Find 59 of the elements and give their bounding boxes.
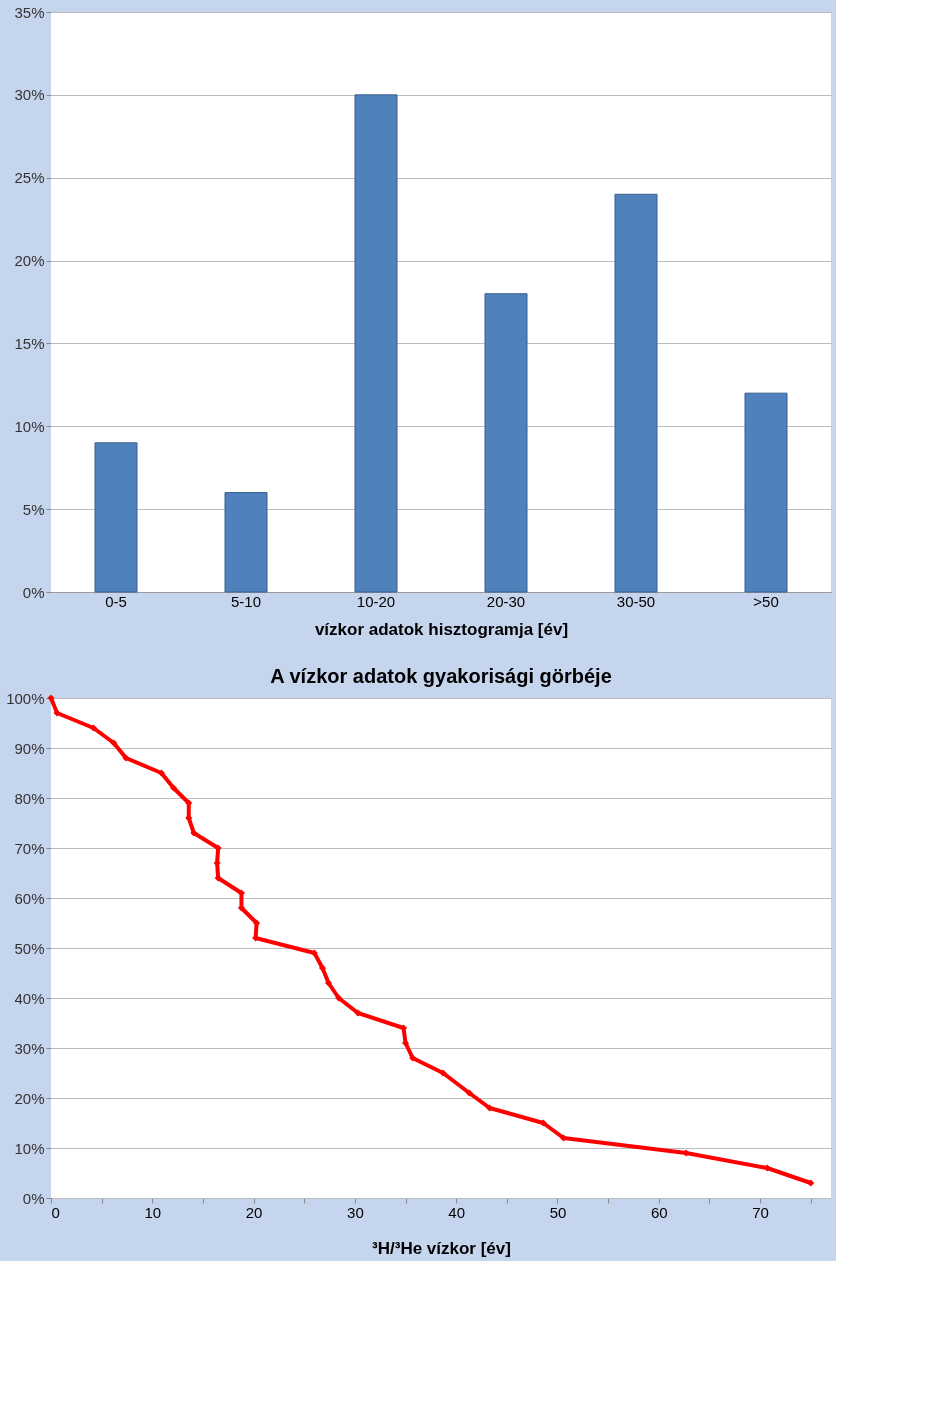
point	[90, 724, 98, 732]
x-tick-label: 10-20	[356, 592, 396, 610]
bar	[614, 193, 658, 593]
x-tick-label: 70	[752, 1203, 769, 1221]
bar	[224, 492, 268, 593]
bar	[94, 442, 138, 593]
point	[354, 1009, 362, 1017]
point	[122, 754, 130, 762]
y-tick-label: 60%	[14, 889, 45, 907]
y-tick-label: 30%	[14, 1039, 45, 1057]
bar	[484, 293, 528, 593]
point	[439, 1069, 447, 1077]
y-tick-label: 50%	[14, 939, 45, 957]
point	[325, 979, 333, 987]
point	[170, 784, 178, 792]
bar	[744, 392, 788, 593]
x-axis-title: vízkor adatok hisztogramja [év]	[314, 619, 569, 639]
point	[807, 1179, 815, 1187]
x-tick-label: 0-5	[105, 592, 127, 610]
y-tick-label: 100%	[6, 689, 45, 707]
x-tick-label: 40	[448, 1203, 466, 1221]
y-tick-label: 70%	[14, 839, 45, 857]
point	[409, 1054, 417, 1062]
x-tick-label: >50	[753, 592, 779, 610]
chart-title: A vízkor adatok gyakorisági görbéje	[270, 665, 612, 687]
point	[190, 829, 198, 837]
point	[318, 964, 327, 972]
y-tick-label: 0%	[22, 1189, 45, 1207]
y-tick-label: 40%	[14, 989, 45, 1007]
y-tick-label: 30%	[14, 86, 45, 104]
x-axis-title: ³H/³He vízkor [év]	[372, 1238, 511, 1258]
x-tick-label: 30	[347, 1203, 364, 1221]
point	[157, 769, 165, 777]
y-tick-label: 20%	[14, 1089, 45, 1107]
x-tick-label: 10	[144, 1203, 162, 1221]
y-tick-label: 15%	[14, 334, 45, 352]
y-tick-label: 20%	[14, 252, 45, 270]
x-tick-label: 30-50	[616, 592, 656, 610]
x-tick-label: 20	[245, 1203, 263, 1221]
y-tick-label: 35%	[14, 3, 45, 21]
x-tick-label: 20-30	[486, 592, 526, 610]
y-tick-label: 5%	[22, 500, 45, 518]
point	[335, 994, 343, 1002]
y-tick-label: 80%	[14, 789, 45, 807]
x-tick-label: 5-10	[230, 592, 262, 610]
y-tick-label: 90%	[14, 739, 45, 757]
x-tick-label: 50	[549, 1203, 567, 1221]
x-tick-label: 60	[650, 1203, 668, 1221]
point	[47, 694, 55, 702]
y-tick-label: 10%	[14, 1139, 45, 1157]
point	[465, 1089, 473, 1097]
point	[53, 709, 61, 717]
point	[110, 739, 118, 747]
bar	[354, 94, 398, 593]
point	[763, 1164, 771, 1172]
y-tick-label: 10%	[14, 417, 45, 435]
x-tick-label: 0	[51, 1203, 60, 1221]
y-tick-label: 0%	[22, 583, 45, 601]
y-tick-label: 25%	[14, 169, 45, 187]
